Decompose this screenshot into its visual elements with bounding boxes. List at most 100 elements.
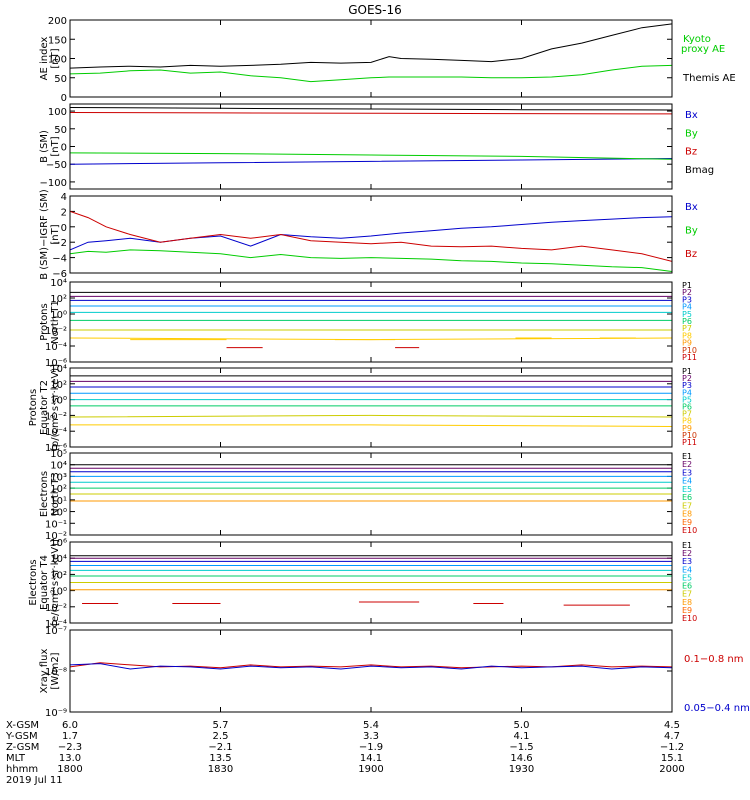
legend-entry: By xyxy=(685,226,698,237)
y-axis-label: Equator T2 xyxy=(39,380,50,435)
x-tick-label: 13.5 xyxy=(209,753,231,764)
y-tick-label: −4 xyxy=(52,254,67,265)
legend-entry: E5 xyxy=(682,573,692,582)
y-tick-label: 10⁻⁷ xyxy=(45,626,67,637)
y-tick-label: 10⁻⁶ xyxy=(45,443,67,454)
series-line xyxy=(70,414,672,418)
legend-entry: E9 xyxy=(682,606,692,615)
legend-entry: P4 xyxy=(682,303,692,312)
legend-entry: P6 xyxy=(682,317,692,326)
series-line xyxy=(70,210,672,262)
y-tick-label: 50 xyxy=(54,125,67,136)
y-axis-label: B (SM)−IGRF (SM) xyxy=(39,189,50,280)
y-axis-label: Protons xyxy=(28,389,39,426)
legend-entry: P6 xyxy=(682,403,692,412)
x-tick-label: 1.7 xyxy=(62,731,78,742)
y-tick-label: −2 xyxy=(52,238,67,249)
x-tick-label: 1900 xyxy=(358,764,383,775)
panel-frame xyxy=(69,103,673,190)
y-tick-label: 100 xyxy=(48,107,67,118)
legend-entry: Themis AE xyxy=(682,73,736,84)
series-line xyxy=(70,112,672,115)
panel-eequator: Electrons Equator T4 [e/(cm²·s·sr·keV)]10⁻… xyxy=(28,538,697,630)
legend-entry: E1 xyxy=(682,541,692,550)
x-tick-label: −2.3 xyxy=(58,742,82,753)
series-line xyxy=(70,424,672,427)
legend-entry: E9 xyxy=(682,518,692,527)
y-tick-label: 10⁻² xyxy=(45,531,67,542)
x-tick-label: 6.0 xyxy=(62,720,78,731)
legend-entry: Bmag xyxy=(685,165,714,176)
x-row-label: Y-GSM xyxy=(5,731,38,742)
y-tick-label: 200 xyxy=(48,16,67,27)
y-axis-label: Electrons xyxy=(39,471,50,517)
legend-entry: P1 xyxy=(682,281,692,290)
y-tick-label: 10⁰ xyxy=(50,310,67,321)
legend-entry: P10 xyxy=(682,346,697,355)
x-tick-label: 14.6 xyxy=(510,753,532,764)
legend-entry: E4 xyxy=(682,565,692,574)
x-tick-label: 1800 xyxy=(57,764,82,775)
y-axis-label: Protons xyxy=(39,303,50,340)
series-line xyxy=(70,249,672,272)
legend-entry: 0.05−0.4 nm xyxy=(684,703,750,714)
legend-entry: P7 xyxy=(682,324,692,333)
y-tick-label: 10⁻⁴ xyxy=(45,427,67,438)
y-tick-label: 10⁴ xyxy=(50,278,67,289)
y-tick-label: 10⁴ xyxy=(50,554,67,565)
legend-entry: P11 xyxy=(682,353,697,362)
panel-pnorth: Protons North T1 10⁻⁶ 10⁻⁴ 10⁻² 10⁰ 10² 10⁴ P1P2… xyxy=(39,278,697,369)
chart-title: GOES-16 xyxy=(348,3,402,17)
x-tick-label: 13.0 xyxy=(59,753,81,764)
legend-entry: P5 xyxy=(682,310,692,319)
y-tick-label: 10⁴ xyxy=(50,461,67,472)
x-tick-label: 1830 xyxy=(208,764,233,775)
legend-entry: E6 xyxy=(682,582,692,591)
legend-entry: E6 xyxy=(682,493,692,502)
y-tick-label: −100 xyxy=(40,178,67,189)
y-tick-label: 10⁻⁹ xyxy=(45,708,67,719)
panel-frame xyxy=(69,281,673,363)
y-tick-label: 10⁵ xyxy=(50,449,67,460)
y-axis-label: [nT] xyxy=(50,48,61,68)
legend-entry: E10 xyxy=(682,526,697,535)
panel-frame xyxy=(69,367,673,448)
x-tick-label: −2.1 xyxy=(208,742,232,753)
y-axis-label: B (SM) xyxy=(39,130,50,163)
legend-entry: P9 xyxy=(682,339,692,348)
y-axis-label: AE index xyxy=(39,37,50,81)
legend-entry: E3 xyxy=(682,468,692,477)
x-row-label: X-GSM xyxy=(6,720,39,731)
y-tick-label: 10⁰ xyxy=(50,587,67,598)
x-tick-label: 4.1 xyxy=(514,731,530,742)
y-tick-label: 10⁰ xyxy=(50,508,67,519)
legend-entry: E1 xyxy=(682,452,692,461)
y-tick-label: 10⁶ xyxy=(50,538,67,549)
legend-entry: Kyoto xyxy=(683,34,711,45)
panel-enorth: Electrons North T3 10⁻²10⁻¹10⁰10¹10²10³10⁴… xyxy=(39,449,697,542)
y-axis-label: [nT] xyxy=(50,136,61,156)
panel-frame xyxy=(69,19,673,98)
y-tick-label: 10² xyxy=(50,380,67,391)
y-tick-label: 10² xyxy=(50,484,67,495)
y-tick-label: 10⁻² xyxy=(45,603,67,614)
y-tick-label: 4 xyxy=(61,192,67,203)
y-tick-label: 10⁻⁸ xyxy=(45,667,67,678)
legend-entry: E2 xyxy=(682,549,692,558)
series-line xyxy=(70,152,672,160)
y-tick-label: 10¹ xyxy=(50,496,67,507)
series-line xyxy=(70,216,672,251)
y-tick-label: 100 xyxy=(48,55,67,66)
legend-entry: P3 xyxy=(682,295,692,304)
y-tick-label: 0 xyxy=(61,223,67,234)
legend-entry: P4 xyxy=(682,388,692,397)
x-row-label: hhmm xyxy=(6,764,38,775)
y-axis-label: [nT] xyxy=(50,224,61,244)
legend-entry: E3 xyxy=(682,557,692,566)
legend-entry: Bx xyxy=(685,110,698,121)
legend-entry: proxy AE xyxy=(681,44,725,55)
panel-xray: Xray flux [W/m2] 10⁻⁹ 10⁻⁸ 10⁻⁷ 0.1−0.8 nm 0.0… xyxy=(39,626,750,719)
x-tick-label: 5.7 xyxy=(213,720,229,731)
y-tick-label: 10⁻⁶ xyxy=(45,358,67,369)
